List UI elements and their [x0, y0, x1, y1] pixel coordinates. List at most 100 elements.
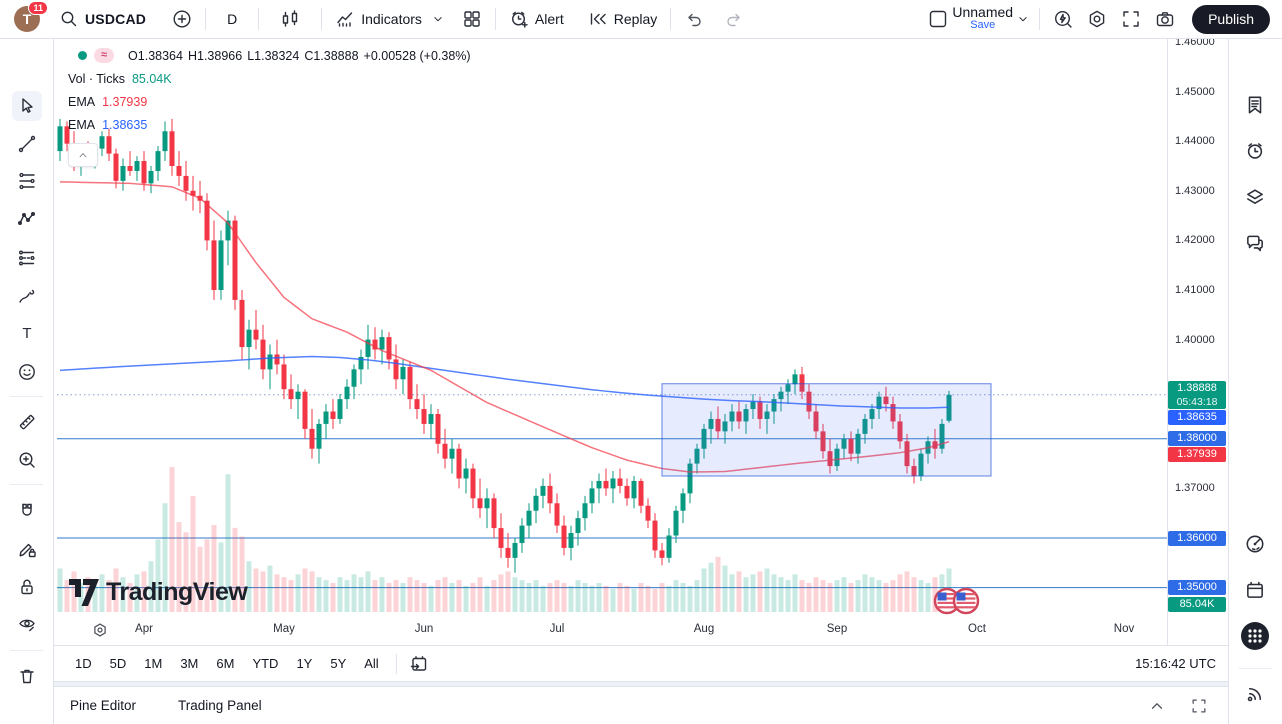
price-scale-settings-icon[interactable]: [91, 621, 109, 639]
range-button-1m[interactable]: 1M: [144, 656, 163, 671]
legend-symbol-row[interactable]: ≈ O1.38364 H1.38966 L1.38324 C1.38888 +0.005…: [67, 44, 476, 67]
projection-tool[interactable]: [12, 243, 42, 273]
economic-event-flag-us[interactable]: [952, 587, 980, 615]
range-button-all[interactable]: All: [364, 656, 379, 671]
screener-button[interactable]: [1240, 529, 1270, 559]
candle-body: [113, 153, 119, 181]
fullscreen-button[interactable]: [1114, 4, 1148, 34]
radar-icon: [1246, 535, 1264, 553]
volume-bar: [260, 571, 266, 612]
volume-bar: [463, 585, 469, 612]
zoom-in-tool[interactable]: [12, 445, 42, 475]
screenshot-button[interactable]: [1148, 4, 1182, 34]
volume-label: Vol · Ticks: [68, 71, 125, 86]
tradingview-watermark: TradingView: [69, 578, 248, 607]
volume-bar: [673, 580, 679, 612]
tab-pine-editor[interactable]: Pine Editor: [70, 698, 137, 713]
go-to-date-button[interactable]: [405, 650, 433, 678]
chart-canvas[interactable]: ≈ O1.38364 H1.38966 L1.38324 C1.38888 +0.005…: [57, 38, 1167, 615]
volume-bar: [218, 542, 224, 612]
chat-bubbles-icon: [1247, 235, 1263, 252]
volume-bar: [785, 580, 791, 612]
ema-slow-label: EMA: [68, 117, 96, 132]
compare-add-symbol-button[interactable]: [165, 4, 199, 34]
hide-drawings-tool[interactable]: [12, 609, 42, 639]
text-tool[interactable]: T: [12, 318, 42, 348]
alert-button[interactable]: Alert: [502, 4, 571, 34]
volume-bar: [582, 583, 588, 612]
calendar-icon: [1247, 581, 1263, 598]
emoji-tool[interactable]: [12, 357, 42, 387]
indicators-dropdown-arrow[interactable]: [429, 4, 447, 34]
legend-ema-slow-row[interactable]: EMA 1.38635: [67, 113, 476, 136]
timezone-clock[interactable]: 15:16:42 UTC: [1135, 656, 1216, 671]
layers-icon: [1247, 189, 1263, 204]
ema-fast-line[interactable]: [59, 181, 950, 473]
lock-all-drawings-tool[interactable]: [12, 572, 42, 602]
quick-search-button[interactable]: [1046, 4, 1080, 34]
tab-trading-panel[interactable]: Trading Panel: [178, 698, 262, 713]
layout-grid-button[interactable]: [455, 4, 489, 34]
remove-objects-tool[interactable]: [12, 661, 42, 691]
legend-collapse-button[interactable]: [68, 143, 98, 167]
range-button-5d[interactable]: 5D: [109, 656, 127, 671]
trend-line-tool[interactable]: [12, 129, 42, 159]
magnet-tool[interactable]: [12, 496, 42, 526]
layout-dropdown-arrow[interactable]: [1013, 4, 1033, 34]
brush-tool[interactable]: [12, 281, 42, 311]
watermark-text: TradingView: [106, 578, 248, 606]
range-button-6m[interactable]: 6M: [216, 656, 235, 671]
range-button-5y[interactable]: 5Y: [330, 656, 347, 671]
ema-slow-line[interactable]: [59, 355, 950, 409]
indicators-button[interactable]: Indicators: [328, 4, 429, 34]
volume-bar: [778, 577, 784, 612]
volume-bar: [225, 474, 231, 612]
candle-body: [848, 438, 854, 454]
drawing-mode-lock-tool[interactable]: [12, 534, 42, 564]
chart-style-button[interactable]: [273, 4, 307, 34]
streams-button[interactable]: [1240, 679, 1270, 709]
redo-button[interactable]: [717, 4, 751, 34]
alerts-panel-button[interactable]: [1240, 136, 1270, 166]
user-avatar[interactable]: T 11: [14, 1, 48, 32]
price-axis[interactable]: 1.46000 1.45000 1.44000 1.43000 1.42000 1.410…: [1167, 36, 1230, 645]
apps-button[interactable]: [1240, 621, 1270, 651]
chat-button[interactable]: [1240, 228, 1270, 258]
layout-checkbox[interactable]: [924, 4, 952, 34]
range-button-ytd[interactable]: YTD: [252, 656, 279, 671]
layout-save-control[interactable]: Unnamed Save: [952, 5, 1013, 32]
watchlist-button[interactable]: [1240, 90, 1270, 120]
volume-bar: [834, 580, 840, 612]
range-button-3m[interactable]: 3M: [180, 656, 199, 671]
time-axis[interactable]: Apr May Jun Jul Aug Sep Oct Nov: [57, 615, 1167, 645]
chevron-up-icon: [79, 153, 87, 158]
drawing-rectangle[interactable]: [661, 383, 992, 477]
alert-label: Alert: [534, 11, 564, 27]
calendar-button[interactable]: [1240, 575, 1270, 605]
object-tree-button[interactable]: [1240, 182, 1270, 212]
measure-tool[interactable]: [12, 407, 42, 437]
legend-ema-fast-row[interactable]: EMA 1.37939: [67, 90, 476, 113]
camera-icon: [1156, 12, 1174, 27]
volume-bar: [876, 580, 882, 612]
settings-button[interactable]: [1080, 4, 1114, 34]
volume-bar: [540, 585, 546, 612]
undo-button[interactable]: [677, 4, 711, 34]
fib-retracement-tool[interactable]: [12, 166, 42, 196]
range-button-1y[interactable]: 1Y: [296, 656, 313, 671]
publish-button[interactable]: Publish: [1192, 4, 1270, 34]
cursor-tool[interactable]: [12, 91, 42, 121]
pattern-tool[interactable]: [12, 204, 42, 234]
ohlc-open: O1.38364: [128, 48, 183, 63]
range-button-1d[interactable]: 1D: [75, 656, 92, 671]
candle-body: [715, 418, 721, 432]
timeframe-button[interactable]: D: [220, 4, 244, 34]
candle-body: [64, 126, 70, 144]
volume-bar: [533, 580, 539, 612]
maximize-panel-button[interactable]: [1186, 693, 1212, 719]
zoom-in-icon: [19, 452, 35, 468]
legend-volume-row[interactable]: Vol · Ticks 85.04K: [67, 67, 476, 90]
symbol-search-button[interactable]: USDCAD: [52, 4, 153, 34]
replay-button[interactable]: Replay: [581, 4, 665, 34]
expand-panel-button[interactable]: [1144, 693, 1170, 719]
